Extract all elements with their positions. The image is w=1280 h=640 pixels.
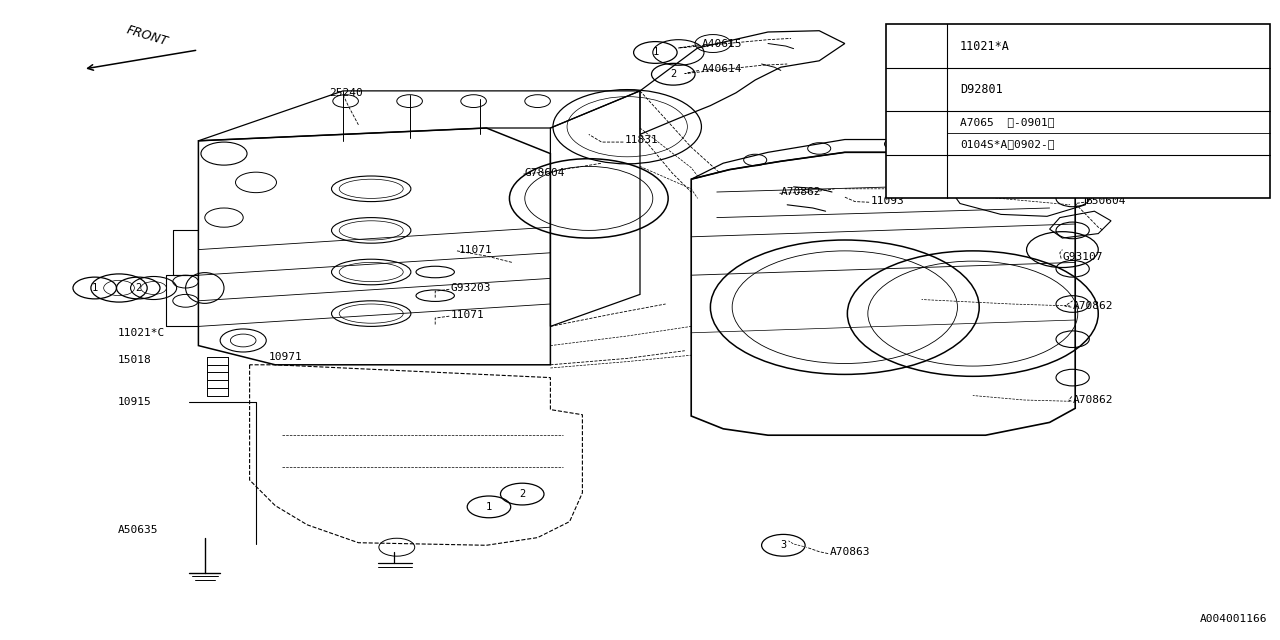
Text: 1: 1	[913, 41, 920, 51]
Text: A40615: A40615	[701, 38, 742, 49]
Text: A70862: A70862	[1073, 301, 1114, 311]
Text: A40614: A40614	[701, 64, 742, 74]
Text: 11071: 11071	[458, 244, 492, 255]
Text: 2: 2	[520, 489, 525, 499]
Text: 11021*A: 11021*A	[960, 40, 1010, 52]
Text: 25240: 25240	[329, 88, 362, 98]
Text: 2: 2	[136, 283, 141, 293]
Text: FRONT: FRONT	[125, 23, 169, 48]
Text: A70863: A70863	[829, 547, 870, 557]
Text: 10971: 10971	[269, 352, 302, 362]
Text: 11831: 11831	[625, 134, 658, 145]
Text: 11093: 11093	[870, 196, 904, 206]
Text: D92801: D92801	[960, 83, 1002, 96]
Text: 2: 2	[913, 84, 920, 95]
Text: A004001166: A004001166	[1199, 614, 1267, 624]
Text: 0104S*A（0902-）: 0104S*A（0902-）	[960, 139, 1055, 149]
Text: 11021*C: 11021*C	[118, 328, 165, 338]
Text: 11071: 11071	[451, 310, 484, 320]
Text: A70862: A70862	[781, 187, 822, 197]
Text: A7065  （-0901）: A7065 （-0901）	[960, 117, 1055, 127]
Text: 2: 2	[671, 69, 676, 79]
Text: 10915: 10915	[118, 397, 151, 407]
Text: 1: 1	[92, 283, 97, 293]
Text: 1: 1	[486, 502, 492, 512]
Text: 3: 3	[781, 540, 786, 550]
Text: G93203: G93203	[451, 283, 492, 293]
Text: 15018: 15018	[118, 355, 151, 365]
Text: G93107: G93107	[1062, 252, 1103, 262]
Text: 3: 3	[913, 128, 920, 138]
Polygon shape	[198, 128, 550, 365]
Text: G78604: G78604	[525, 168, 566, 178]
Text: 1: 1	[653, 47, 658, 58]
Polygon shape	[691, 152, 1075, 435]
Text: B50604: B50604	[1085, 196, 1126, 206]
Text: A50635: A50635	[118, 525, 159, 535]
Bar	[886, 24, 1270, 198]
Text: A70862: A70862	[1073, 395, 1114, 405]
